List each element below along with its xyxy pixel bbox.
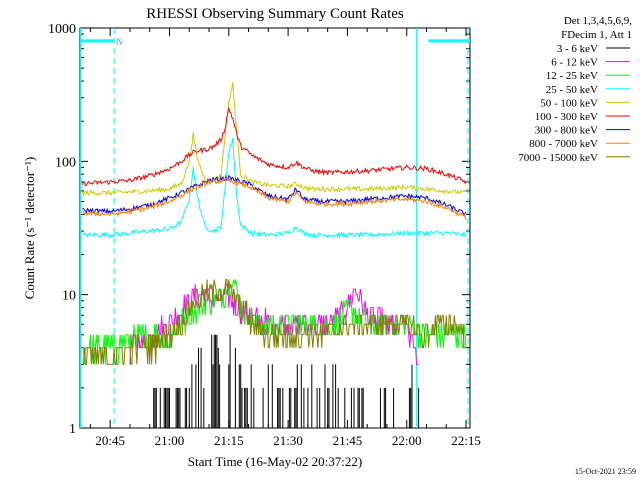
legend-label: 6 - 12 keV bbox=[551, 57, 598, 69]
x-tick-label: 22:15 bbox=[451, 433, 481, 448]
x-tick-label: 21:45 bbox=[333, 433, 363, 448]
series-trace-0 bbox=[153, 334, 420, 428]
y-tick-label: 1000 bbox=[48, 22, 76, 37]
plot-frame bbox=[79, 27, 471, 429]
series-trace-3 bbox=[82, 137, 467, 239]
annotation-label: N bbox=[116, 37, 123, 47]
legend-label: 3 - 6 keV bbox=[557, 43, 598, 55]
legend-label: 300 - 800 keV bbox=[535, 125, 598, 137]
y-tick-label: 1 bbox=[69, 422, 76, 437]
y-tick-label: 10 bbox=[62, 289, 76, 304]
legend-label: 12 - 25 keV bbox=[546, 70, 598, 82]
chart-title: RHESSI Observing Summary Count Rates bbox=[146, 6, 404, 22]
x-tick-label: 21:00 bbox=[155, 433, 185, 448]
series-trace-7 bbox=[82, 177, 467, 220]
legend-header-line: FDecim 1, Att 1 bbox=[561, 29, 632, 41]
legend-header-line: Det 1,3,4,5,6,9, bbox=[564, 15, 632, 27]
legend-label: 7000 - 15000 keV bbox=[518, 152, 598, 164]
series-trace-8 bbox=[82, 279, 466, 365]
legend-label: 800 - 7000 keV bbox=[529, 138, 598, 150]
x-axis-label: Start Time (16-May-02 20:37:22) bbox=[188, 454, 362, 469]
x-tick-label: 20:45 bbox=[95, 433, 125, 448]
y-axis-label: Count Rate (s⁻¹ detector⁻¹) bbox=[22, 157, 37, 299]
series-trace-5 bbox=[82, 106, 467, 187]
x-tick-label: 21:30 bbox=[273, 433, 303, 448]
y-tick-label: 100 bbox=[55, 155, 76, 170]
legend-label: 50 - 100 keV bbox=[540, 97, 598, 109]
x-tick-label: 21:15 bbox=[214, 433, 244, 448]
series-trace-4 bbox=[82, 82, 467, 197]
x-tick-label: 22:00 bbox=[392, 433, 422, 448]
legend-label: 25 - 50 keV bbox=[546, 84, 598, 96]
timestamp-label: 15-Oct-2021 23:59 bbox=[575, 467, 636, 476]
legend-label: 100 - 300 keV bbox=[535, 111, 598, 123]
